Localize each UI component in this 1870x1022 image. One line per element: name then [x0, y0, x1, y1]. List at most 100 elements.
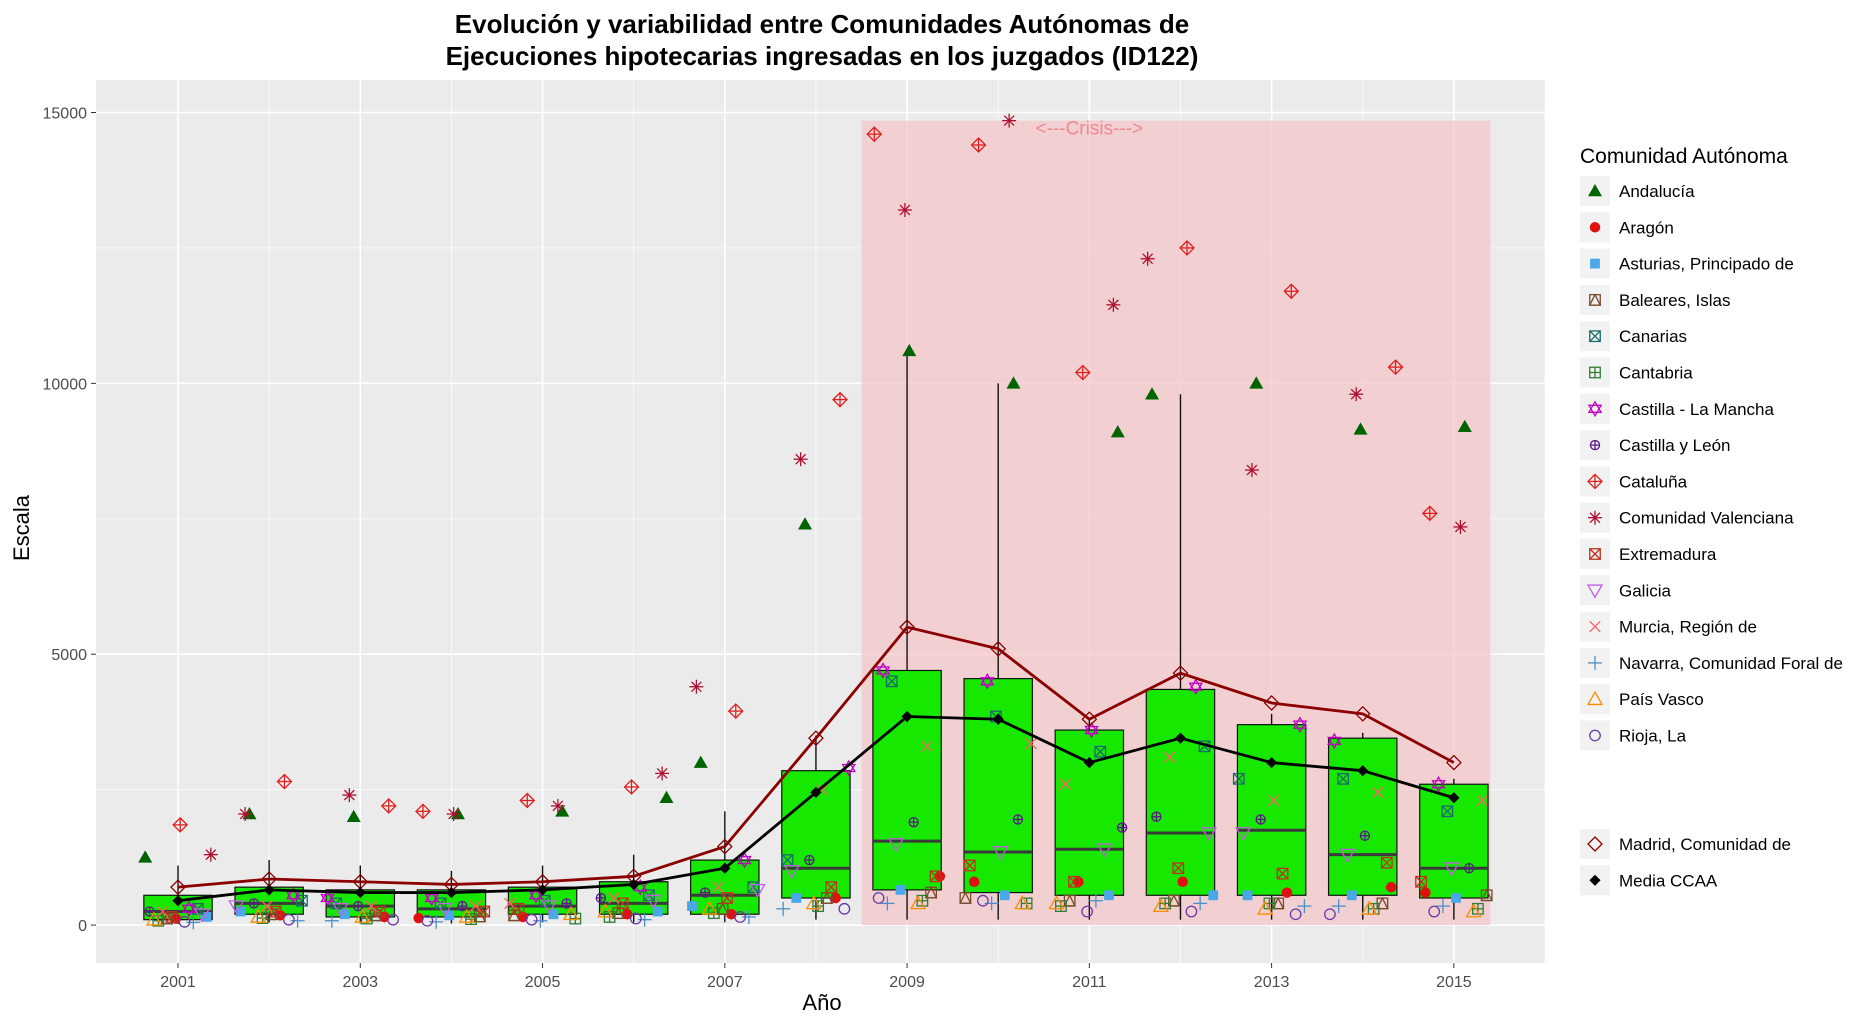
point-Murcia, Región de: [1372, 786, 1384, 799]
point-Andalucía: [1110, 425, 1125, 438]
point-Castilla y León: [561, 898, 572, 909]
point-Rioja, La: [282, 913, 295, 926]
marker-shape: [1003, 115, 1015, 127]
point-Cataluña: [1074, 364, 1091, 381]
legend-label: Baleares, Islas: [1619, 291, 1731, 310]
marker-shape: [1372, 786, 1384, 799]
point-Castilla y León: [248, 898, 260, 909]
x-tick-label: 2001: [160, 974, 196, 991]
legend-key-Andalucía: [1588, 184, 1602, 197]
marker-shape: [737, 855, 752, 869]
marker-shape: [1096, 843, 1113, 858]
point-País Vasco: [1361, 900, 1378, 915]
marker-shape: [145, 911, 163, 926]
point-Navarra, Comunidad Foral de: [533, 913, 548, 928]
line-point: [1263, 695, 1280, 711]
marker-shape: [726, 908, 737, 920]
line-point: [1174, 732, 1187, 744]
legend-key-bg: [1580, 829, 1610, 859]
marker-shape: [1337, 772, 1349, 785]
marker-shape: [830, 892, 841, 904]
line-point: [990, 640, 1007, 657]
legend-key-bg: [1580, 720, 1610, 751]
point-Galicia: [992, 846, 1009, 861]
marker-shape: [1163, 751, 1176, 763]
marker-shape: [652, 906, 663, 917]
x-tick-label: 2005: [525, 974, 561, 991]
marker-shape: [1327, 736, 1342, 750]
axes: 0 5000 10000 15000 2001 2003 2005 2007 2009 2011 2…: [43, 106, 1472, 991]
point-Baleares, Islas: [507, 908, 521, 922]
point-Murcia, Región de: [469, 900, 482, 912]
x-tick-label: 2007: [707, 974, 743, 991]
marker-shape: [469, 900, 482, 912]
marker-shape: [536, 884, 549, 896]
marker-shape: [1337, 773, 1349, 785]
marker-shape: [445, 886, 458, 899]
marker-shape: [899, 619, 915, 636]
marker-shape: [369, 908, 382, 922]
line-point: [170, 879, 186, 896]
point-Galicia: [1200, 827, 1218, 842]
marker-shape: [165, 911, 178, 923]
marker-shape: [1063, 893, 1076, 907]
marker-shape: [235, 906, 246, 917]
marker-shape: [693, 755, 708, 768]
legend-key-Castilla y León: [1589, 439, 1601, 451]
legend-key-Asturias, Principado de: [1590, 258, 1600, 269]
marker-shape: [1587, 404, 1603, 418]
marker-shape: [1357, 765, 1369, 777]
point-Comunidad Valenciana: [550, 798, 565, 813]
box: [963, 677, 1033, 894]
point-Rioja, La: [1185, 905, 1198, 918]
marker-shape: [1324, 908, 1336, 921]
legend-label: Asturias, Principado de: [1619, 255, 1794, 274]
marker-shape: [875, 666, 891, 679]
marker-shape: [783, 865, 801, 880]
y-tick-label: 15000: [43, 106, 88, 123]
marker-shape: [193, 908, 211, 923]
marker-shape: [270, 905, 282, 918]
marker-shape: [597, 903, 614, 918]
point-Asturias, Principado de: [1242, 890, 1253, 901]
point-Galicia: [228, 900, 245, 915]
line-point: [810, 786, 822, 798]
marker-shape: [1590, 258, 1600, 269]
marker-shape: [239, 808, 251, 820]
point-Rioja, La: [1324, 908, 1336, 921]
point-Castilla - La Mancha: [1188, 678, 1204, 696]
point-País Vasco: [354, 908, 371, 923]
marker-shape: [721, 892, 733, 904]
marker-shape: [1586, 690, 1604, 706]
marker-shape: [424, 889, 439, 903]
marker-shape: [1376, 896, 1389, 910]
legend-label: Galicia: [1619, 581, 1672, 600]
point-Navarra, Comunidad Foral de: [741, 909, 756, 924]
marker-shape: [436, 902, 453, 918]
point-Asturias, Principado de: [1451, 893, 1461, 903]
marker-shape: [250, 908, 267, 923]
marker-shape: [1256, 900, 1274, 915]
marker-shape: [872, 892, 885, 904]
point-Aragón: [413, 912, 424, 924]
marker-shape: [1152, 897, 1169, 913]
point-Navarra, Comunidad Foral de: [324, 913, 339, 928]
point-Galicia: [1096, 843, 1113, 858]
point-Castilla - La Mancha: [1431, 775, 1446, 793]
marker-shape: [1361, 900, 1378, 915]
marker-shape: [791, 893, 802, 903]
marker-shape: [562, 905, 580, 921]
marker-shape: [734, 911, 747, 923]
marker-shape: [825, 881, 837, 893]
marker-shape: [1235, 827, 1252, 842]
point-País Vasco: [458, 908, 475, 923]
legend-key-Cataluña: [1587, 473, 1603, 490]
marker-shape: [1589, 874, 1601, 886]
marker-shape: [205, 849, 217, 861]
legend-key-Castilla - La Mancha: [1587, 400, 1603, 418]
point-Murcia, Región de: [921, 740, 933, 753]
marker-shape: [228, 900, 245, 915]
marker-shape: [616, 897, 629, 910]
marker-shape: [263, 884, 275, 896]
